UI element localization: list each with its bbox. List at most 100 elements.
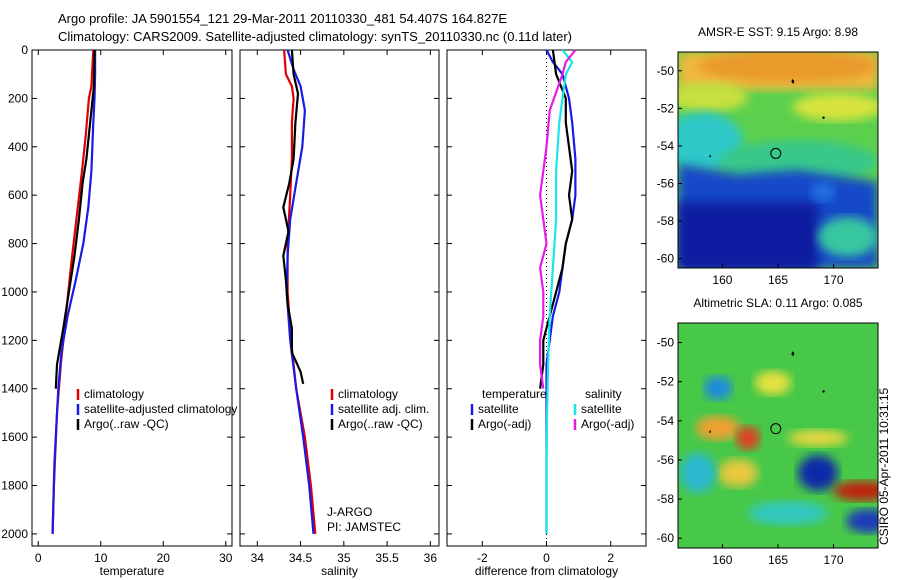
chart-title-line2: Climatology: CARS2009. Satellite-adjuste… <box>58 29 573 44</box>
island-mark <box>791 79 795 85</box>
map-patch <box>718 459 758 487</box>
island-mark <box>822 390 825 393</box>
map-patch <box>818 217 878 257</box>
map-y-tick-label: -52 <box>657 375 675 389</box>
island-mark <box>709 429 712 433</box>
island-mark <box>822 116 825 119</box>
map-y-tick-label: -60 <box>657 252 675 266</box>
map-patch <box>748 501 828 525</box>
map-patch <box>846 509 878 533</box>
series-line <box>545 49 574 534</box>
legend-label: Argo(..raw -QC) <box>84 417 169 431</box>
legend-label: satellite-adjusted climatology <box>84 402 237 416</box>
series-line <box>54 49 96 389</box>
axes-frame-1 <box>31 49 233 547</box>
map-patch <box>798 455 838 491</box>
x-tick-label: 2 <box>607 551 614 565</box>
annotation-label: J-ARGO <box>327 505 372 519</box>
y-tick-label: 1600 <box>1 430 28 444</box>
map-y-tick-label: -58 <box>657 214 675 228</box>
y-tick-label: 1800 <box>1 479 28 493</box>
y-tick-label: 1400 <box>1 382 28 396</box>
island-mark <box>791 351 795 357</box>
y-tick-label: 600 <box>8 188 28 202</box>
series-line <box>282 49 305 385</box>
map-x-tick-label: 165 <box>768 553 788 567</box>
x-tick-label: 10 <box>94 551 108 565</box>
series-line <box>51 50 97 534</box>
map-patch <box>811 182 835 202</box>
x-tick-label: 20 <box>157 551 171 565</box>
map-y-tick-label: -56 <box>657 453 675 467</box>
argo-float-marker <box>770 147 782 159</box>
map-x-tick-label: 160 <box>712 273 732 287</box>
series-line <box>285 49 315 534</box>
x-tick-label: 0 <box>35 551 42 565</box>
legend-label: Argo(-adj) <box>581 417 634 431</box>
y-tick-label: 1000 <box>1 285 28 299</box>
map-title: Altimetric SLA: 0.11 Argo: 0.085 <box>693 296 863 310</box>
map-y-tick-label: -50 <box>657 336 675 350</box>
y-tick-label: 2000 <box>1 527 28 541</box>
axes-frame-2 <box>239 49 440 547</box>
map-patch <box>696 416 740 440</box>
series-line <box>539 49 574 389</box>
legend-label: satellite <box>478 402 519 416</box>
legend-label: Argo(-adj) <box>478 417 531 431</box>
x-axis-label: difference from climatology <box>475 564 618 578</box>
y-tick-label: 1200 <box>1 333 28 347</box>
legend-title: salinity <box>585 387 622 401</box>
legend-label: Argo(..raw -QC) <box>338 417 423 431</box>
map-patch <box>793 93 878 121</box>
y-tick-label: 0 <box>21 43 28 57</box>
map-patch <box>833 481 878 501</box>
y-tick-label: 200 <box>8 91 28 105</box>
map-patch <box>680 453 716 493</box>
map-y-tick-label: -54 <box>657 139 675 153</box>
series-line <box>283 49 317 534</box>
map-x-tick-label: 165 <box>768 273 788 287</box>
map-y-tick-label: -52 <box>657 101 675 115</box>
map-field-sla <box>678 323 878 548</box>
y-tick-label: 400 <box>8 140 28 154</box>
series-line <box>539 49 577 389</box>
map-y-tick-label: -56 <box>657 176 675 190</box>
x-tick-label: 35.5 <box>375 551 399 565</box>
map-y-tick-label: -60 <box>657 531 675 545</box>
legend-label: climatology <box>84 387 144 401</box>
x-tick-label: 34.5 <box>289 551 313 565</box>
map-x-tick-label: 170 <box>824 273 844 287</box>
x-axis-label: salinity <box>321 564 358 578</box>
map-patch <box>755 371 791 395</box>
map-patch <box>704 376 732 400</box>
map-y-tick-label: -58 <box>657 492 675 506</box>
x-axis-label: temperature <box>100 564 165 578</box>
map-y-tick-label: -54 <box>657 414 675 428</box>
legend-label: climatology <box>338 387 398 401</box>
map-title: AMSR-E SST: 9.15 Argo: 8.98 <box>698 25 858 39</box>
x-tick-label: 36 <box>424 551 438 565</box>
map-patch <box>736 426 760 450</box>
map-x-tick-label: 160 <box>712 553 732 567</box>
x-tick-label: 30 <box>219 551 233 565</box>
map-x-tick-label: 170 <box>824 553 844 567</box>
annotation-label: PI: JAMSTEC <box>327 520 401 534</box>
map-patch <box>678 82 748 112</box>
legend-title: temperature <box>482 387 547 401</box>
y-tick-label: 800 <box>8 237 28 251</box>
chart-title-line1: Argo profile: JA 5901554_121 29-Mar-2011… <box>58 11 508 26</box>
map-y-tick-label: -50 <box>657 64 675 78</box>
legend-label: satellite <box>581 402 622 416</box>
timestamp-label: CSIRO 05-Apr-2011 10:31:15 <box>877 387 891 545</box>
x-tick-label: 35 <box>337 551 351 565</box>
map-field-sst <box>678 52 878 268</box>
legend-label: satellite adj. clim. <box>338 402 429 416</box>
island-mark <box>709 154 712 158</box>
x-tick-label: -2 <box>477 551 488 565</box>
x-tick-label: 0 <box>543 551 550 565</box>
map-patch <box>698 52 878 82</box>
map-patch <box>788 430 848 446</box>
map-patch <box>678 202 818 268</box>
argo-float-marker <box>770 423 782 435</box>
